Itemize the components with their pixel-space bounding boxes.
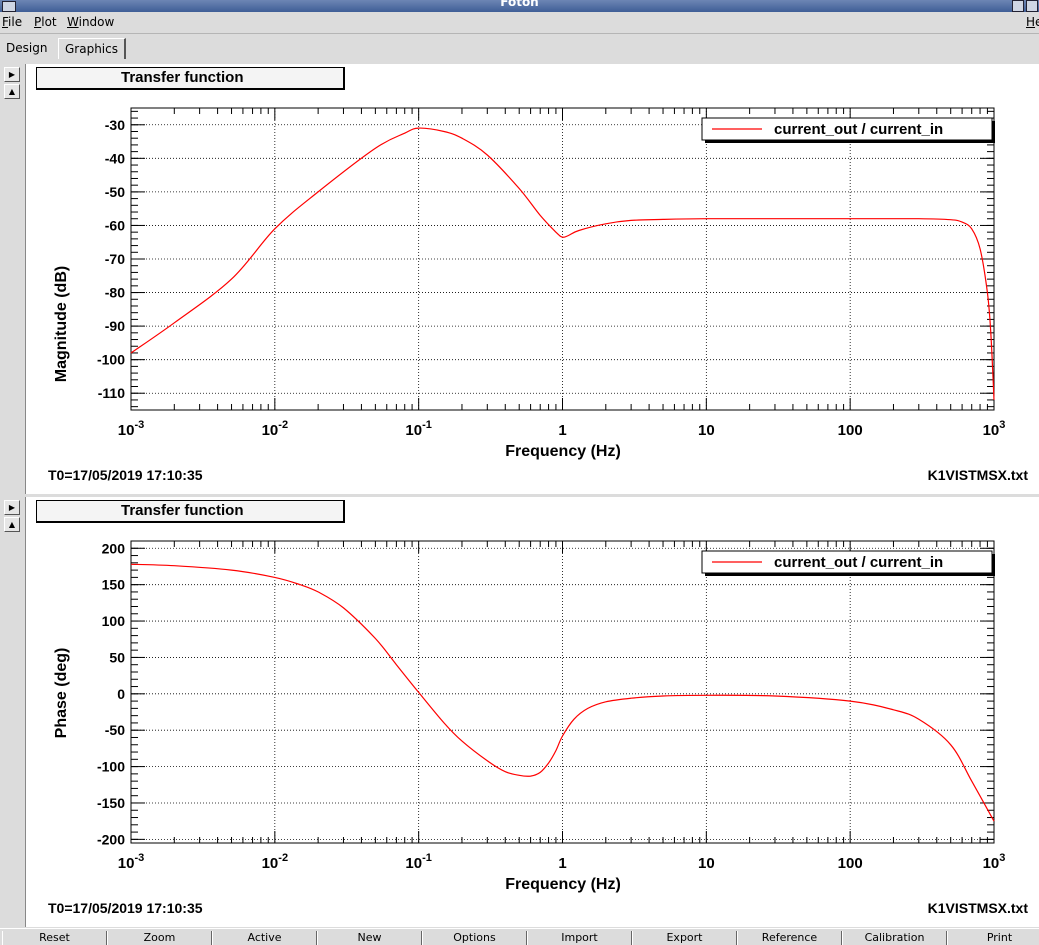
reset-button[interactable]: Reset — [2, 931, 107, 945]
y-tick-label: -50 — [105, 184, 125, 200]
x-tick-label: 10-2 — [262, 419, 288, 439]
x-tick-label: 103 — [983, 852, 1006, 872]
series-line — [131, 564, 994, 821]
x-tick-label: 10 — [698, 422, 715, 439]
y-tick-label: 50 — [109, 649, 125, 665]
menu-help[interactable]: He — [1026, 15, 1039, 29]
y-tick-label: 100 — [102, 613, 126, 629]
x-tick-label: 10-3 — [118, 852, 144, 872]
x-tick-label: 1 — [558, 422, 566, 439]
y-tick-label: -90 — [105, 318, 125, 334]
maximize-icon[interactable] — [1026, 0, 1038, 12]
y-tick-label: 150 — [102, 577, 126, 593]
calibration-button[interactable]: Calibration — [842, 931, 947, 945]
tab-bar: Design Graphics — [0, 34, 1039, 62]
expand-right-icon[interactable]: ▶ — [4, 500, 20, 515]
collapse-up-icon[interactable]: ▲ — [4, 517, 20, 532]
x-tick-label: 1 — [558, 855, 566, 872]
data-file-label: K1VISTMSX.txt — [928, 900, 1028, 916]
export-button[interactable]: Export — [632, 931, 737, 945]
x-tick-label: 103 — [983, 419, 1006, 439]
legend-label: current_out / current_in — [774, 121, 943, 138]
y-axis-label: Magnitude (dB) — [53, 266, 70, 382]
active-button[interactable]: Active — [212, 931, 317, 945]
bottom-button-bar: Reset Zoom Active New Options Import Exp… — [0, 928, 1039, 939]
time-origin-label: T0=17/05/2019 17:10:35 — [48, 900, 203, 916]
y-axis-label: Phase (deg) — [53, 648, 70, 739]
x-tick-label: 10-1 — [405, 419, 431, 439]
y-tick-label: -30 — [105, 117, 125, 133]
x-axis-label: Frequency (Hz) — [505, 443, 621, 460]
tab-design[interactable]: Design — [0, 38, 53, 58]
y-tick-label: -100 — [97, 352, 125, 368]
zoom-button[interactable]: Zoom — [107, 931, 212, 945]
reference-button[interactable]: Reference — [737, 931, 842, 945]
menu-file[interactable]: File — [2, 15, 22, 29]
y-tick-label: -100 — [97, 759, 125, 775]
legend-label: current_out / current_in — [774, 554, 943, 571]
y-tick-label: 200 — [102, 540, 126, 556]
expand-right-icon[interactable]: ▶ — [4, 67, 20, 82]
x-axis-label: Frequency (Hz) — [505, 876, 621, 893]
print-button[interactable]: Print — [947, 931, 1039, 945]
y-tick-label: -50 — [105, 722, 125, 738]
tab-graphics[interactable]: Graphics — [58, 38, 126, 59]
x-tick-label: 10-3 — [118, 419, 144, 439]
menu-plot[interactable]: Plot — [34, 15, 57, 29]
x-tick-label: 10-1 — [405, 852, 431, 872]
window-title: Foton — [0, 0, 1039, 9]
y-tick-label: -80 — [105, 285, 125, 301]
x-tick-label: 10 — [698, 855, 715, 872]
phase-plot-panel[interactable]: Transfer function Frequency (Hz) Phase (… — [25, 497, 1039, 927]
minimize-icon[interactable] — [1012, 0, 1024, 12]
menu-bar: File Plot Window He — [0, 12, 1039, 34]
new-button[interactable]: New — [317, 931, 422, 945]
import-button[interactable]: Import — [527, 931, 632, 945]
x-tick-label: 10-2 — [262, 852, 288, 872]
x-tick-label: 100 — [838, 855, 863, 872]
y-tick-label: -70 — [105, 251, 125, 267]
x-tick-label: 100 — [838, 422, 863, 439]
y-tick-label: -150 — [97, 795, 125, 811]
menu-window[interactable]: Window — [67, 15, 114, 29]
phase-chart[interactable]: Frequency (Hz) Phase (deg) 10-3 10-2 10-1 1… — [26, 497, 1039, 897]
y-tick-label: -40 — [105, 150, 125, 166]
magnitude-plot-panel[interactable]: Transfer function Frequency (Hz) Magnitu… — [25, 64, 1039, 494]
window-title-bar[interactable]: Foton — [0, 0, 1039, 12]
data-file-label: K1VISTMSX.txt — [928, 467, 1028, 483]
y-tick-label: -110 — [98, 385, 125, 401]
y-tick-label: -60 — [105, 217, 125, 233]
options-button[interactable]: Options — [422, 931, 527, 945]
time-origin-label: T0=17/05/2019 17:10:35 — [48, 467, 203, 483]
y-tick-label: -200 — [97, 831, 125, 847]
y-tick-label: 0 — [117, 686, 125, 702]
magnitude-chart[interactable]: Frequency (Hz) Magnitude (dB) 10-3 10-2 10… — [26, 64, 1039, 464]
collapse-up-icon[interactable]: ▲ — [4, 84, 20, 99]
